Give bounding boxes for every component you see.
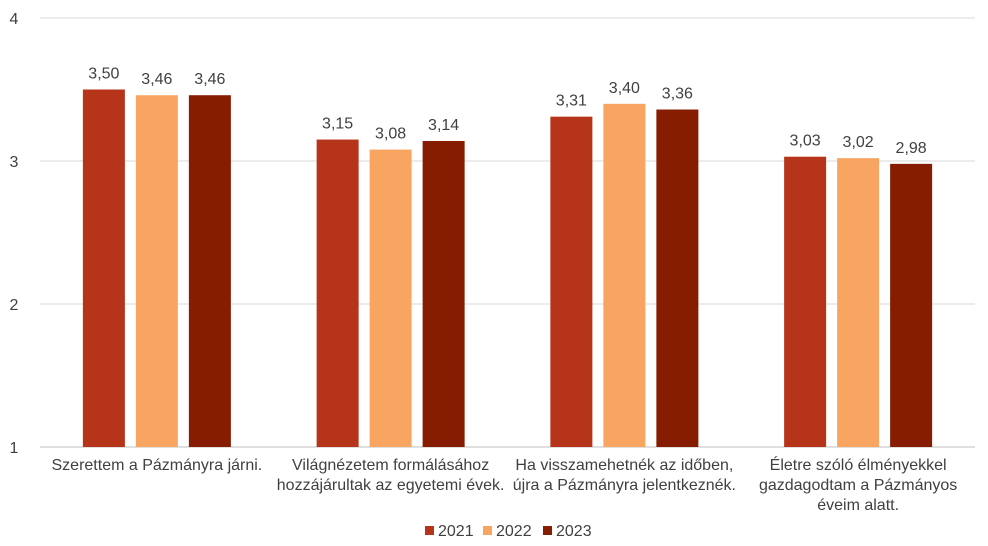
data-label: 3,46 — [194, 71, 225, 88]
legend-label: 2023 — [556, 523, 592, 540]
data-label: 3,14 — [428, 117, 459, 134]
y-tick-label: 4 — [10, 11, 19, 28]
x-tick-label: Életre szóló élményekkel — [770, 455, 947, 474]
legend-swatch — [425, 526, 434, 535]
x-tick-label: Világnézetem formálásához — [292, 457, 489, 474]
y-tick-label: 2 — [10, 297, 19, 314]
x-tick-label: újra a Pázmányra jelentkeznék. — [513, 477, 736, 494]
bars — [82, 89, 933, 448]
legend-item-2022: 2022 — [483, 523, 532, 540]
data-label: 3,15 — [322, 116, 353, 133]
y-axis: 1 2 3 4 — [10, 11, 19, 457]
bar-2021 — [550, 116, 593, 448]
bar-2023 — [890, 163, 933, 448]
data-label: 3,31 — [556, 93, 587, 110]
bar-2022 — [135, 95, 178, 447]
data-label: 3,40 — [609, 80, 640, 97]
data-label: 3,36 — [662, 86, 693, 103]
bar-2021 — [316, 139, 359, 448]
data-label: 3,02 — [843, 134, 874, 151]
bar-2022 — [837, 158, 880, 447]
bar-2023 — [188, 95, 231, 447]
legend-item-2021: 2021 — [425, 523, 474, 540]
x-tick-label: Szerettem a Pázmányra járni. — [52, 457, 263, 474]
y-tick-label: 1 — [10, 440, 19, 457]
data-label: 3,50 — [88, 66, 119, 83]
bar-2023 — [656, 109, 699, 448]
x-tick-label: gazdagodtam a Pázmányos — [759, 477, 957, 494]
x-tick-label: hozzájárultak az egyetemi évek. — [277, 477, 505, 494]
data-label: 3,08 — [375, 126, 406, 143]
data-label: 3,03 — [790, 133, 821, 150]
legend-label: 2022 — [496, 523, 532, 540]
data-label: 3,46 — [141, 71, 172, 88]
legend-swatch — [483, 526, 492, 535]
bar-2022 — [603, 103, 646, 448]
bar-2023 — [422, 140, 465, 448]
legend: 2021 2022 2023 — [425, 523, 592, 540]
data-label: 2,98 — [896, 140, 927, 157]
legend-swatch — [543, 526, 552, 535]
data-labels: 3,50 3,46 3,46 3,15 3,08 3,14 3,31 3,40 3,36 3,03… — [88, 66, 926, 157]
x-tick-label: éveim alatt. — [817, 497, 899, 514]
bar-2021 — [784, 156, 827, 447]
bar-2021 — [82, 89, 125, 447]
legend-item-2023: 2023 — [543, 523, 592, 540]
y-tick-label: 3 — [10, 154, 19, 171]
legend-label: 2021 — [438, 523, 474, 540]
bar-2022 — [369, 149, 412, 447]
gridlines — [40, 17, 975, 448]
x-axis: Szerettem a Pázmányra járni. Világnézetem… — [52, 455, 958, 514]
x-tick-label: Ha visszamehetnék az időben, — [515, 457, 733, 474]
